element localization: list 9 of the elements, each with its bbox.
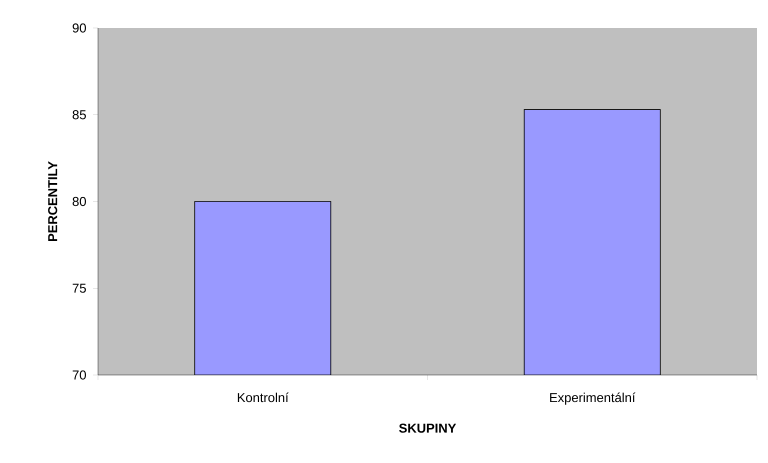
x-axis-title: SKUPINY bbox=[399, 424, 456, 433]
y-tick-label: 80 bbox=[72, 196, 86, 206]
y-axis-title: PERCENTILY bbox=[48, 161, 58, 242]
x-tick-label: Experimentální bbox=[550, 392, 636, 405]
y-tick-label: 70 bbox=[72, 370, 86, 380]
y-tick-label: 85 bbox=[72, 110, 86, 120]
x-tick-label: Kontrolní bbox=[238, 392, 289, 402]
y-tick-label: 90 bbox=[72, 23, 86, 33]
y-tick-label: 75 bbox=[72, 284, 86, 293]
